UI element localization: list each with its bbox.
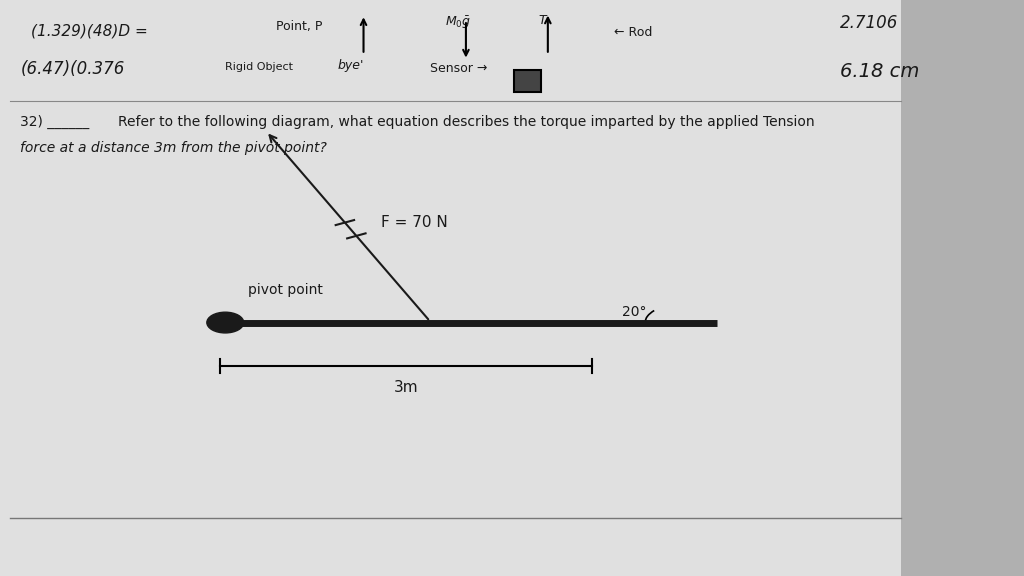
FancyBboxPatch shape — [0, 0, 901, 576]
Text: pivot point: pivot point — [248, 283, 323, 297]
Text: Point, P: Point, P — [276, 20, 323, 33]
Text: Sensor →: Sensor → — [430, 62, 487, 75]
Circle shape — [207, 312, 244, 333]
Text: (6.47)(0.376: (6.47)(0.376 — [20, 60, 125, 78]
Bar — [514, 70, 541, 92]
Text: Refer to the following diagram, what equation describes the torque imparted by t: Refer to the following diagram, what equ… — [118, 115, 814, 129]
Text: Rigid Object: Rigid Object — [225, 62, 293, 71]
Text: 32) ______: 32) ______ — [20, 115, 90, 130]
Text: $M_0\bar{g}$: $M_0\bar{g}$ — [445, 14, 472, 31]
Text: (1.329)(48)D =: (1.329)(48)D = — [31, 23, 147, 38]
Text: 6.18 cm: 6.18 cm — [840, 62, 920, 81]
Text: $T$: $T$ — [538, 14, 548, 28]
Text: 20°: 20° — [622, 305, 646, 319]
Text: bye': bye' — [338, 59, 365, 73]
Text: 3m: 3m — [393, 380, 419, 395]
Text: ← Rod: ← Rod — [614, 26, 652, 39]
Text: 2.7106: 2.7106 — [840, 14, 898, 32]
Text: F = 70 N: F = 70 N — [381, 215, 447, 230]
Text: force at a distance 3m from the pivot point?: force at a distance 3m from the pivot po… — [20, 141, 328, 155]
